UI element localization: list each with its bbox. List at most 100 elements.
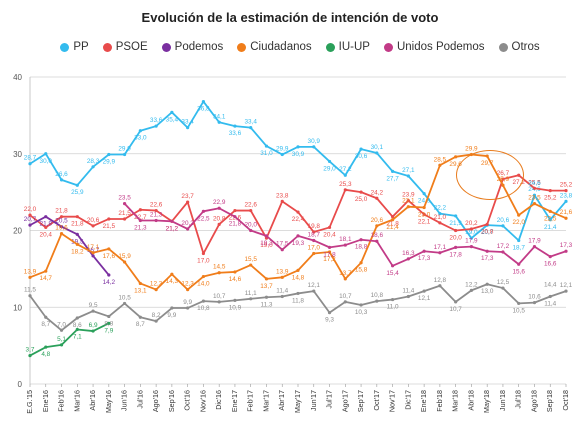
data-label: 9,9	[167, 312, 176, 319]
data-point	[422, 192, 426, 196]
data-point	[154, 218, 158, 223]
data-point	[548, 254, 552, 259]
data-label: 12,1	[308, 282, 321, 289]
data-point	[28, 213, 32, 217]
data-point	[44, 345, 48, 349]
data-point	[469, 227, 474, 231]
data-label: 27,2	[339, 166, 352, 173]
data-point	[532, 186, 537, 190]
data-label: 8,6	[73, 322, 82, 329]
data-label: 24,8	[418, 198, 431, 205]
data-label: 12,3	[181, 281, 194, 288]
data-point	[406, 294, 410, 299]
data-point	[91, 165, 95, 169]
data-label: 21,6	[560, 209, 573, 216]
data-point	[107, 152, 111, 157]
data-label: 20,0	[449, 235, 462, 242]
legend-marker	[383, 42, 393, 52]
data-point	[422, 205, 426, 210]
data-label: 28,7	[24, 155, 37, 162]
data-label: 4,8	[41, 351, 50, 358]
data-point	[233, 298, 237, 302]
data-point	[154, 287, 158, 292]
data-point	[312, 289, 316, 293]
data-label: 10,8	[371, 292, 384, 299]
data-point	[454, 245, 458, 249]
data-point	[186, 306, 190, 310]
legend-item: PP	[60, 41, 89, 53]
data-label: 27,1	[402, 167, 415, 174]
data-label: 21,2	[166, 225, 179, 232]
data-label: 33,6	[229, 130, 242, 137]
data-label: 20,7	[24, 216, 37, 223]
x-tick-label: Jul'18	[514, 390, 523, 409]
data-label: 33,4	[244, 119, 257, 126]
data-label: 20,2	[181, 220, 194, 227]
data-point	[359, 303, 363, 307]
legend-marker	[498, 42, 508, 52]
data-point	[438, 284, 442, 288]
data-label: 25,3	[339, 181, 352, 188]
data-point	[375, 239, 379, 243]
data-label: 12,1	[418, 295, 431, 302]
data-point	[122, 202, 127, 206]
data-point	[280, 152, 284, 157]
data-point	[296, 234, 300, 238]
data-label: 18,7	[308, 231, 321, 238]
data-point	[327, 311, 332, 315]
data-label: 29,9	[118, 146, 131, 153]
data-label: 19,6	[55, 225, 68, 232]
data-point	[327, 225, 332, 230]
data-label: 16,6	[544, 261, 557, 268]
data-label: 16,7	[87, 247, 100, 254]
x-tick-label: Mar'17	[261, 390, 270, 412]
data-label: 21,5	[103, 223, 116, 230]
data-point	[406, 205, 410, 209]
data-label: 33,0	[134, 135, 147, 142]
x-tick-label: Jul'17	[325, 390, 334, 409]
data-point	[233, 124, 237, 128]
data-point	[107, 217, 111, 221]
x-tick-label: Mar'16	[72, 390, 81, 412]
data-label: 23,1	[402, 198, 415, 205]
data-label: 14,6	[229, 276, 242, 283]
data-label: 20,6	[371, 217, 384, 224]
data-point	[532, 202, 537, 206]
data-point	[201, 299, 206, 303]
data-point	[217, 206, 221, 210]
x-tick-label: Mar'18	[451, 390, 460, 412]
data-point	[170, 110, 174, 114]
data-point	[280, 294, 284, 299]
data-label: 25,9	[71, 189, 84, 196]
data-label: 15,9	[118, 253, 131, 260]
data-point	[217, 222, 221, 226]
data-label: 11,4	[276, 288, 288, 295]
data-point	[327, 159, 332, 164]
data-point	[296, 268, 300, 273]
legend-marker	[161, 42, 171, 52]
data-point	[375, 224, 379, 228]
data-label: 11,8	[292, 297, 304, 304]
data-point	[343, 300, 347, 304]
y-tick-label: 20	[13, 227, 22, 236]
data-point	[59, 178, 64, 182]
x-tick-label: May'18	[482, 390, 491, 413]
data-label: 30,9	[292, 151, 305, 158]
data-point	[532, 301, 537, 305]
legend-label: Otros	[511, 41, 540, 53]
data-point	[548, 294, 552, 299]
data-label: 17,2	[323, 256, 336, 263]
data-point	[422, 212, 426, 216]
data-label: 22,9	[213, 199, 226, 206]
data-label: 9,9	[183, 299, 192, 306]
data-label: 21,0	[434, 214, 447, 221]
data-point	[517, 238, 521, 243]
data-point	[75, 327, 79, 332]
legend-label: Unidos Podemos	[396, 41, 485, 53]
data-label: 14,0	[197, 281, 210, 288]
data-point	[343, 188, 347, 192]
data-label: 27,7	[386, 175, 399, 182]
data-point	[233, 215, 237, 219]
data-point	[485, 249, 489, 253]
